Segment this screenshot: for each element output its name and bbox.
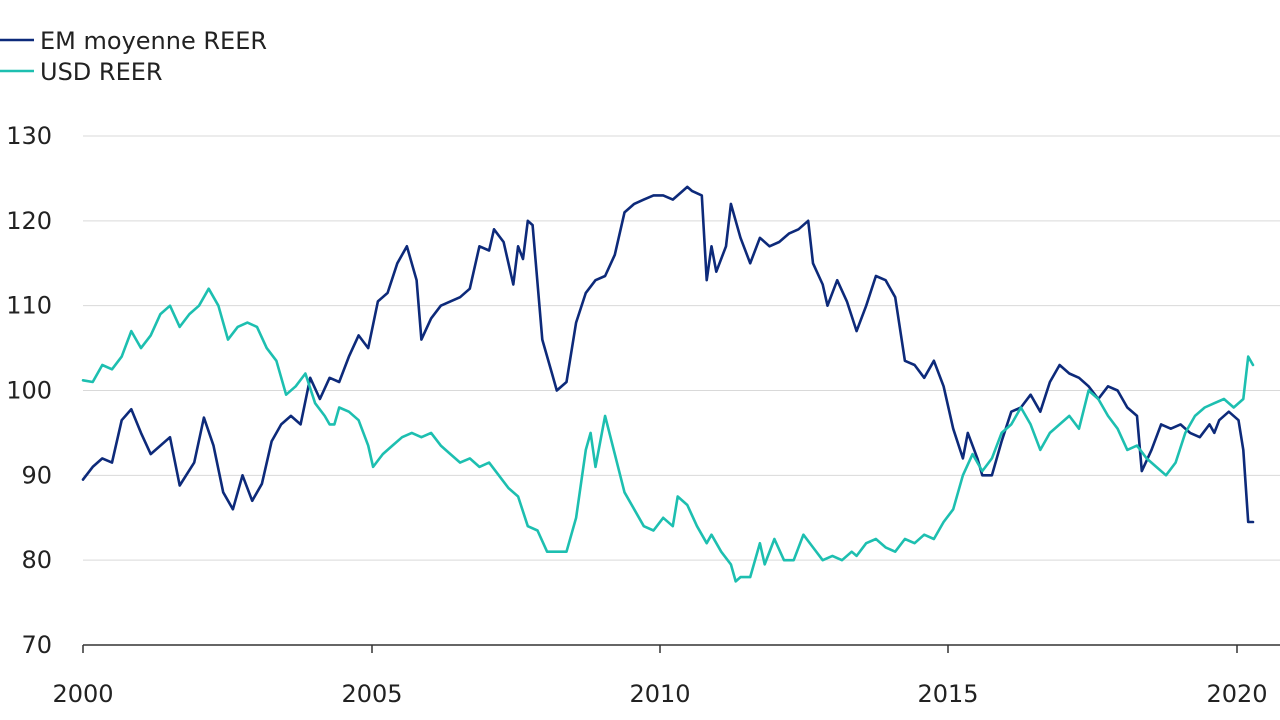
y-tick-label: 80 [21,546,52,574]
y-axis-tick-labels: 70 80 90 100 110 120 130 [6,122,52,659]
x-tick-label: 2005 [341,680,402,708]
series-line-0 [81,185,1255,524]
y-tick-label: 100 [6,377,52,405]
x-axis: 2000 2005 2010 2015 2020 [52,644,1280,708]
x-tick-label: 2015 [917,680,978,708]
y-tick-label: 120 [6,207,52,235]
x-tick-label: 2020 [1206,680,1267,708]
series-lines [81,185,1255,583]
y-tick-label: 70 [21,631,52,659]
legend-label-0: EM moyenne REER [40,27,267,55]
legend-label-1: USD REER [40,58,163,86]
y-tick-label: 130 [6,122,52,150]
y-tick-label: 110 [6,292,52,320]
x-tick-label: 2000 [52,680,113,708]
gridlines [83,135,1280,561]
legend: EM moyenne REER USD REER [0,27,267,86]
y-tick-label: 90 [21,461,52,489]
series-line-1 [81,287,1255,583]
x-tick-label: 2010 [629,680,690,708]
